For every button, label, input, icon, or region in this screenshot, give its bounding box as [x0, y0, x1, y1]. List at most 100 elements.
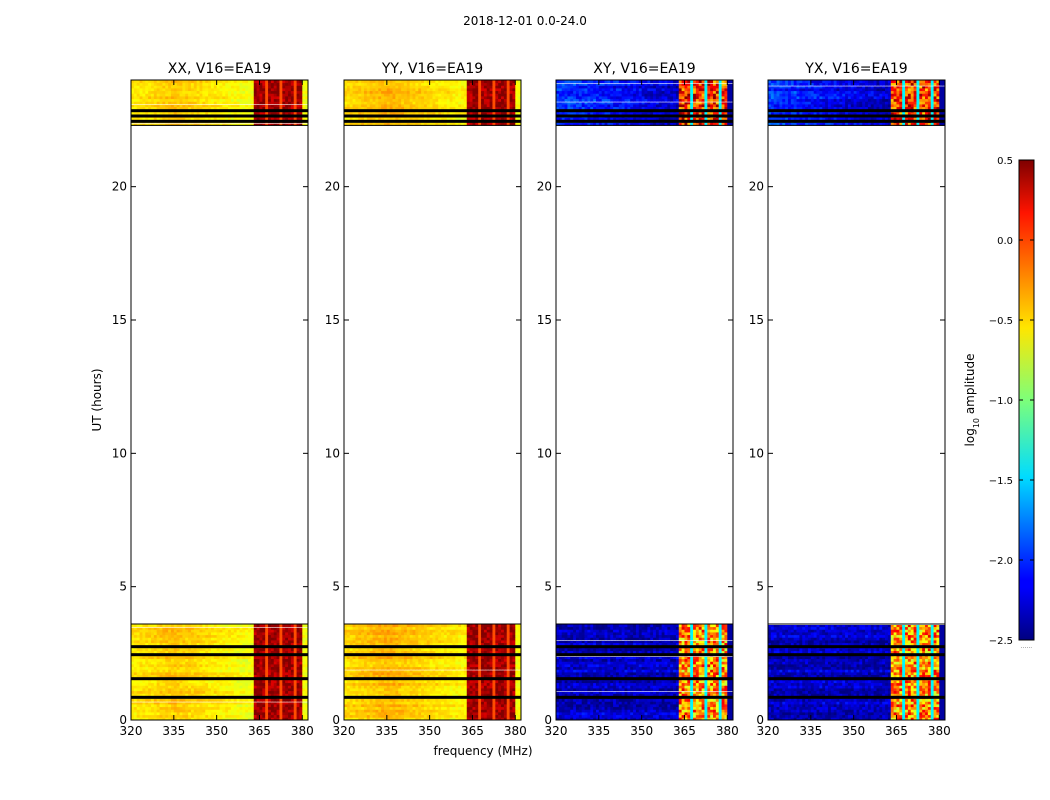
heatmap-cell — [276, 701, 280, 705]
heatmap-cell — [466, 661, 471, 665]
heatmap-cell — [205, 664, 209, 668]
heatmap-cell — [449, 685, 453, 689]
heatmap-cell — [185, 640, 189, 644]
heatmap-cell — [375, 666, 379, 670]
heatmap-cell — [282, 701, 286, 705]
heatmap-cell — [406, 704, 411, 708]
heatmap-cell — [256, 637, 260, 641]
heatmap-cell — [426, 661, 431, 665]
heatmap-cell — [435, 712, 439, 716]
heatmap-cell — [170, 626, 175, 630]
heatmap-cell — [182, 656, 186, 660]
heatmap-cell — [293, 117, 297, 121]
heatmap-cell — [288, 122, 292, 126]
heatmap-cell — [230, 672, 235, 676]
heatmap-cell — [495, 693, 499, 697]
heatmap-cell — [489, 704, 493, 708]
heatmap-cell — [165, 674, 169, 678]
heatmap-block — [344, 624, 522, 721]
heatmap-cell — [276, 122, 280, 126]
heatmap-cell — [265, 656, 269, 660]
heatmap-cell — [363, 709, 368, 713]
heatmap-cell — [506, 717, 510, 721]
heatmap-cell — [509, 704, 513, 708]
heatmap-cell — [150, 82, 155, 86]
heatmap-cell — [421, 701, 425, 705]
heatmap-cell — [225, 122, 229, 126]
heatmap-cell — [432, 709, 436, 713]
heatmap-cell — [190, 88, 195, 92]
heatmap-cell — [349, 674, 353, 678]
heatmap-cell — [401, 685, 405, 689]
heatmap-cell — [259, 685, 263, 689]
heatmap-cell — [506, 658, 510, 662]
heatmap-cell — [472, 688, 476, 692]
heatmap-cell — [492, 672, 496, 676]
heatmap-cell — [492, 656, 496, 660]
heatmap-cell — [210, 661, 215, 665]
heatmap-cell — [270, 88, 275, 92]
heatmap-cell — [162, 85, 166, 89]
heatmap-cell — [446, 674, 451, 678]
heatmap-cell — [262, 640, 266, 644]
heatmap-cell — [495, 706, 499, 710]
heatmap-cell — [498, 709, 502, 713]
heatmap-cell — [159, 701, 163, 705]
heatmap-cell — [145, 82, 149, 86]
heatmap-cell — [361, 674, 365, 678]
heatmap-cell — [236, 648, 240, 652]
heatmap-cell — [173, 709, 178, 713]
heatmap-cell — [515, 698, 519, 702]
heatmap-cell — [248, 93, 252, 97]
heatmap-cell — [475, 666, 479, 670]
heatmap-cell — [230, 90, 235, 94]
heatmap-cell — [210, 624, 215, 628]
heatmap-cell — [216, 648, 220, 652]
heatmap-cell — [486, 693, 490, 697]
heatmap-cell — [150, 704, 155, 708]
plot-area — [344, 80, 521, 720]
heatmap-cell — [179, 706, 183, 710]
heatmap-cell — [469, 706, 473, 710]
heatmap-cell — [398, 672, 402, 676]
heatmap-cell — [253, 704, 258, 708]
heatmap-cell — [288, 706, 292, 710]
heatmap-cell — [386, 674, 391, 678]
heatmap-cell — [346, 656, 351, 660]
heatmap-cell — [279, 709, 283, 713]
heatmap-cell — [299, 664, 303, 668]
heatmap-cell — [273, 642, 277, 646]
heatmap-cell — [225, 650, 229, 654]
heatmap-cell — [133, 112, 138, 116]
flag-gap — [131, 104, 308, 105]
heatmap-cell — [501, 706, 505, 710]
heatmap-cell — [145, 672, 149, 676]
heatmap-cell — [145, 650, 149, 654]
heatmap-cell — [285, 640, 289, 644]
heatmap-cell — [236, 626, 240, 630]
heatmap-cell — [441, 685, 445, 689]
heatmap-cell — [409, 648, 413, 652]
heatmap-cell — [288, 637, 292, 641]
heatmap-cell — [372, 698, 376, 702]
heatmap-cell — [395, 664, 399, 668]
heatmap-cell — [145, 112, 149, 116]
heatmap-cell — [145, 632, 149, 636]
heatmap-cell — [435, 690, 439, 694]
heatmap-cell — [139, 658, 143, 662]
heatmap-cell — [165, 96, 169, 100]
heatmap-cell — [518, 650, 522, 654]
heatmap-cell — [483, 661, 488, 665]
heatmap-cell — [133, 698, 138, 702]
heatmap-cell — [296, 650, 300, 654]
heatmap-cell — [256, 674, 260, 678]
heatmap-cell — [262, 650, 266, 654]
heatmap-cell — [279, 101, 283, 105]
heatmap-cell — [285, 122, 289, 126]
heatmap-cell — [381, 669, 385, 673]
heatmap-cell — [461, 688, 465, 692]
heatmap-cell — [398, 661, 402, 665]
heatmap-cell — [478, 709, 482, 713]
heatmap-cell — [150, 664, 155, 668]
heatmap-cell — [162, 101, 166, 105]
